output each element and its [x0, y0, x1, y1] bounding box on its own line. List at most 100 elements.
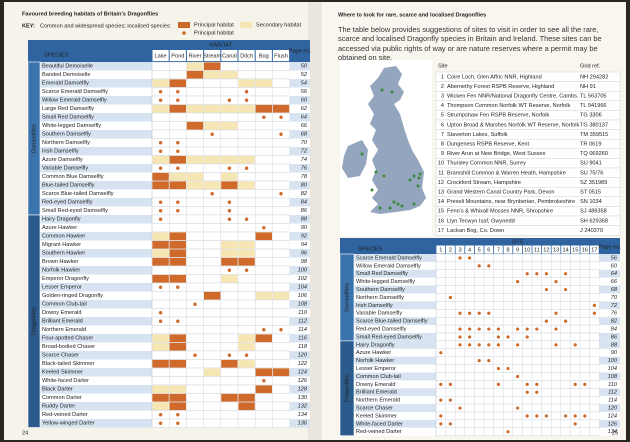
site-number: 17 — [438, 228, 444, 234]
site-dot — [525, 414, 529, 418]
site-dot — [506, 430, 510, 434]
page-no: 78 — [301, 174, 308, 180]
site-grid: TR 0619 — [580, 141, 601, 147]
principal-dot — [210, 132, 214, 136]
principal-cell — [169, 393, 186, 402]
species-cell — [40, 266, 152, 275]
principal-dot — [193, 302, 197, 306]
page-cell — [289, 181, 310, 190]
secondary-cell — [204, 121, 221, 130]
secondary-cell — [221, 70, 238, 79]
secondary-cell — [152, 402, 169, 411]
site-row — [435, 317, 600, 326]
site-dot — [516, 343, 520, 347]
principal-dot — [158, 319, 163, 323]
species-cell — [40, 172, 152, 181]
principal-dot — [158, 98, 163, 102]
species-cell — [40, 206, 152, 215]
page-cell — [289, 325, 310, 334]
principal-dot — [193, 353, 197, 357]
habitat-col-bg — [238, 50, 255, 61]
site-row — [435, 388, 600, 397]
page-cell — [599, 388, 620, 397]
site-dot — [458, 335, 462, 339]
principal-dot — [176, 200, 180, 204]
site-grid: NH 294282 — [580, 74, 608, 80]
page-cell — [289, 198, 310, 207]
species-cell — [40, 334, 152, 343]
species-cell — [354, 348, 436, 357]
species-name: Irish Damselfly — [42, 149, 79, 155]
page-no: 72 — [611, 303, 618, 309]
site-dot — [448, 382, 452, 386]
species-cell — [354, 317, 436, 326]
site-col: 11 — [534, 247, 540, 253]
species-name: Azure Damselfly — [42, 157, 83, 163]
site-grid: SH 629368 — [580, 218, 608, 224]
page-cell — [599, 301, 620, 310]
site-grid: ST 0515 — [580, 189, 601, 195]
site-dot — [477, 264, 481, 268]
page-cell — [599, 396, 620, 405]
key-label: KEY: — [22, 23, 35, 29]
page-no: 88 — [301, 217, 308, 223]
species-cell — [40, 291, 152, 300]
secondary-cell — [221, 172, 238, 181]
site-dot — [487, 327, 491, 331]
page-no: 86 — [301, 208, 308, 214]
site-header: SITE — [511, 239, 524, 245]
site-number: 2 — [441, 84, 444, 90]
group-bar — [339, 340, 355, 436]
secondary-cell — [186, 155, 204, 164]
principal-cell — [255, 368, 272, 377]
species-name: Small Red-eyed Damselfly — [42, 208, 108, 214]
habitat-header: HABITAT — [209, 42, 232, 48]
page-cell — [289, 351, 310, 360]
species-header: SPECIES — [44, 52, 69, 58]
site-dot — [468, 343, 472, 347]
page-no: 90 — [301, 225, 308, 231]
principal-dot — [227, 268, 232, 272]
page-no: 130 — [298, 395, 308, 401]
site-row — [435, 285, 600, 294]
site-col-bg — [446, 245, 455, 254]
species-name: Downy Emerald — [42, 310, 81, 316]
site-dot — [458, 256, 462, 260]
site-dot — [487, 264, 491, 268]
principal-dot — [244, 166, 249, 170]
species-name: Scarce Chaser — [356, 406, 393, 412]
principal-dot — [158, 90, 163, 94]
secondary-cell — [186, 181, 204, 190]
principal-dot — [262, 328, 266, 332]
key-secondary-label: Secondary habitat — [256, 22, 302, 28]
page-no: 72 — [301, 149, 308, 155]
principal-dot — [227, 217, 232, 221]
principal-cell — [169, 232, 186, 241]
site-number: 10 — [438, 161, 444, 167]
site-dot — [439, 351, 443, 355]
page-no: 106 — [298, 293, 308, 299]
page-cell — [289, 172, 310, 181]
page-no: 82 — [301, 191, 308, 197]
principal-cell — [152, 181, 169, 190]
site-dot — [516, 327, 520, 331]
page-cell — [289, 266, 310, 275]
species-cell — [40, 198, 152, 207]
page-cell — [599, 333, 620, 341]
species-cell — [40, 376, 152, 385]
page-no: 68 — [611, 287, 618, 293]
site-number: 13 — [438, 189, 444, 195]
site-name: Wicken Fen NNR/National Dragonfly Centre… — [447, 93, 579, 99]
species-name: Small Red-eyed Damselfly — [356, 334, 422, 340]
site-dot — [525, 327, 529, 331]
grid-header: Grid ref. — [580, 63, 601, 69]
page-title: Where to look for rare, scarce and local… — [338, 12, 486, 18]
page-no: 126 — [608, 421, 618, 427]
habitat-col: River — [188, 53, 201, 59]
site-dot — [564, 319, 568, 323]
site-col-bg — [513, 245, 522, 254]
site-grid: SZ 351989 — [580, 180, 607, 186]
secondary-cell — [238, 104, 255, 113]
page-cell — [289, 410, 310, 419]
